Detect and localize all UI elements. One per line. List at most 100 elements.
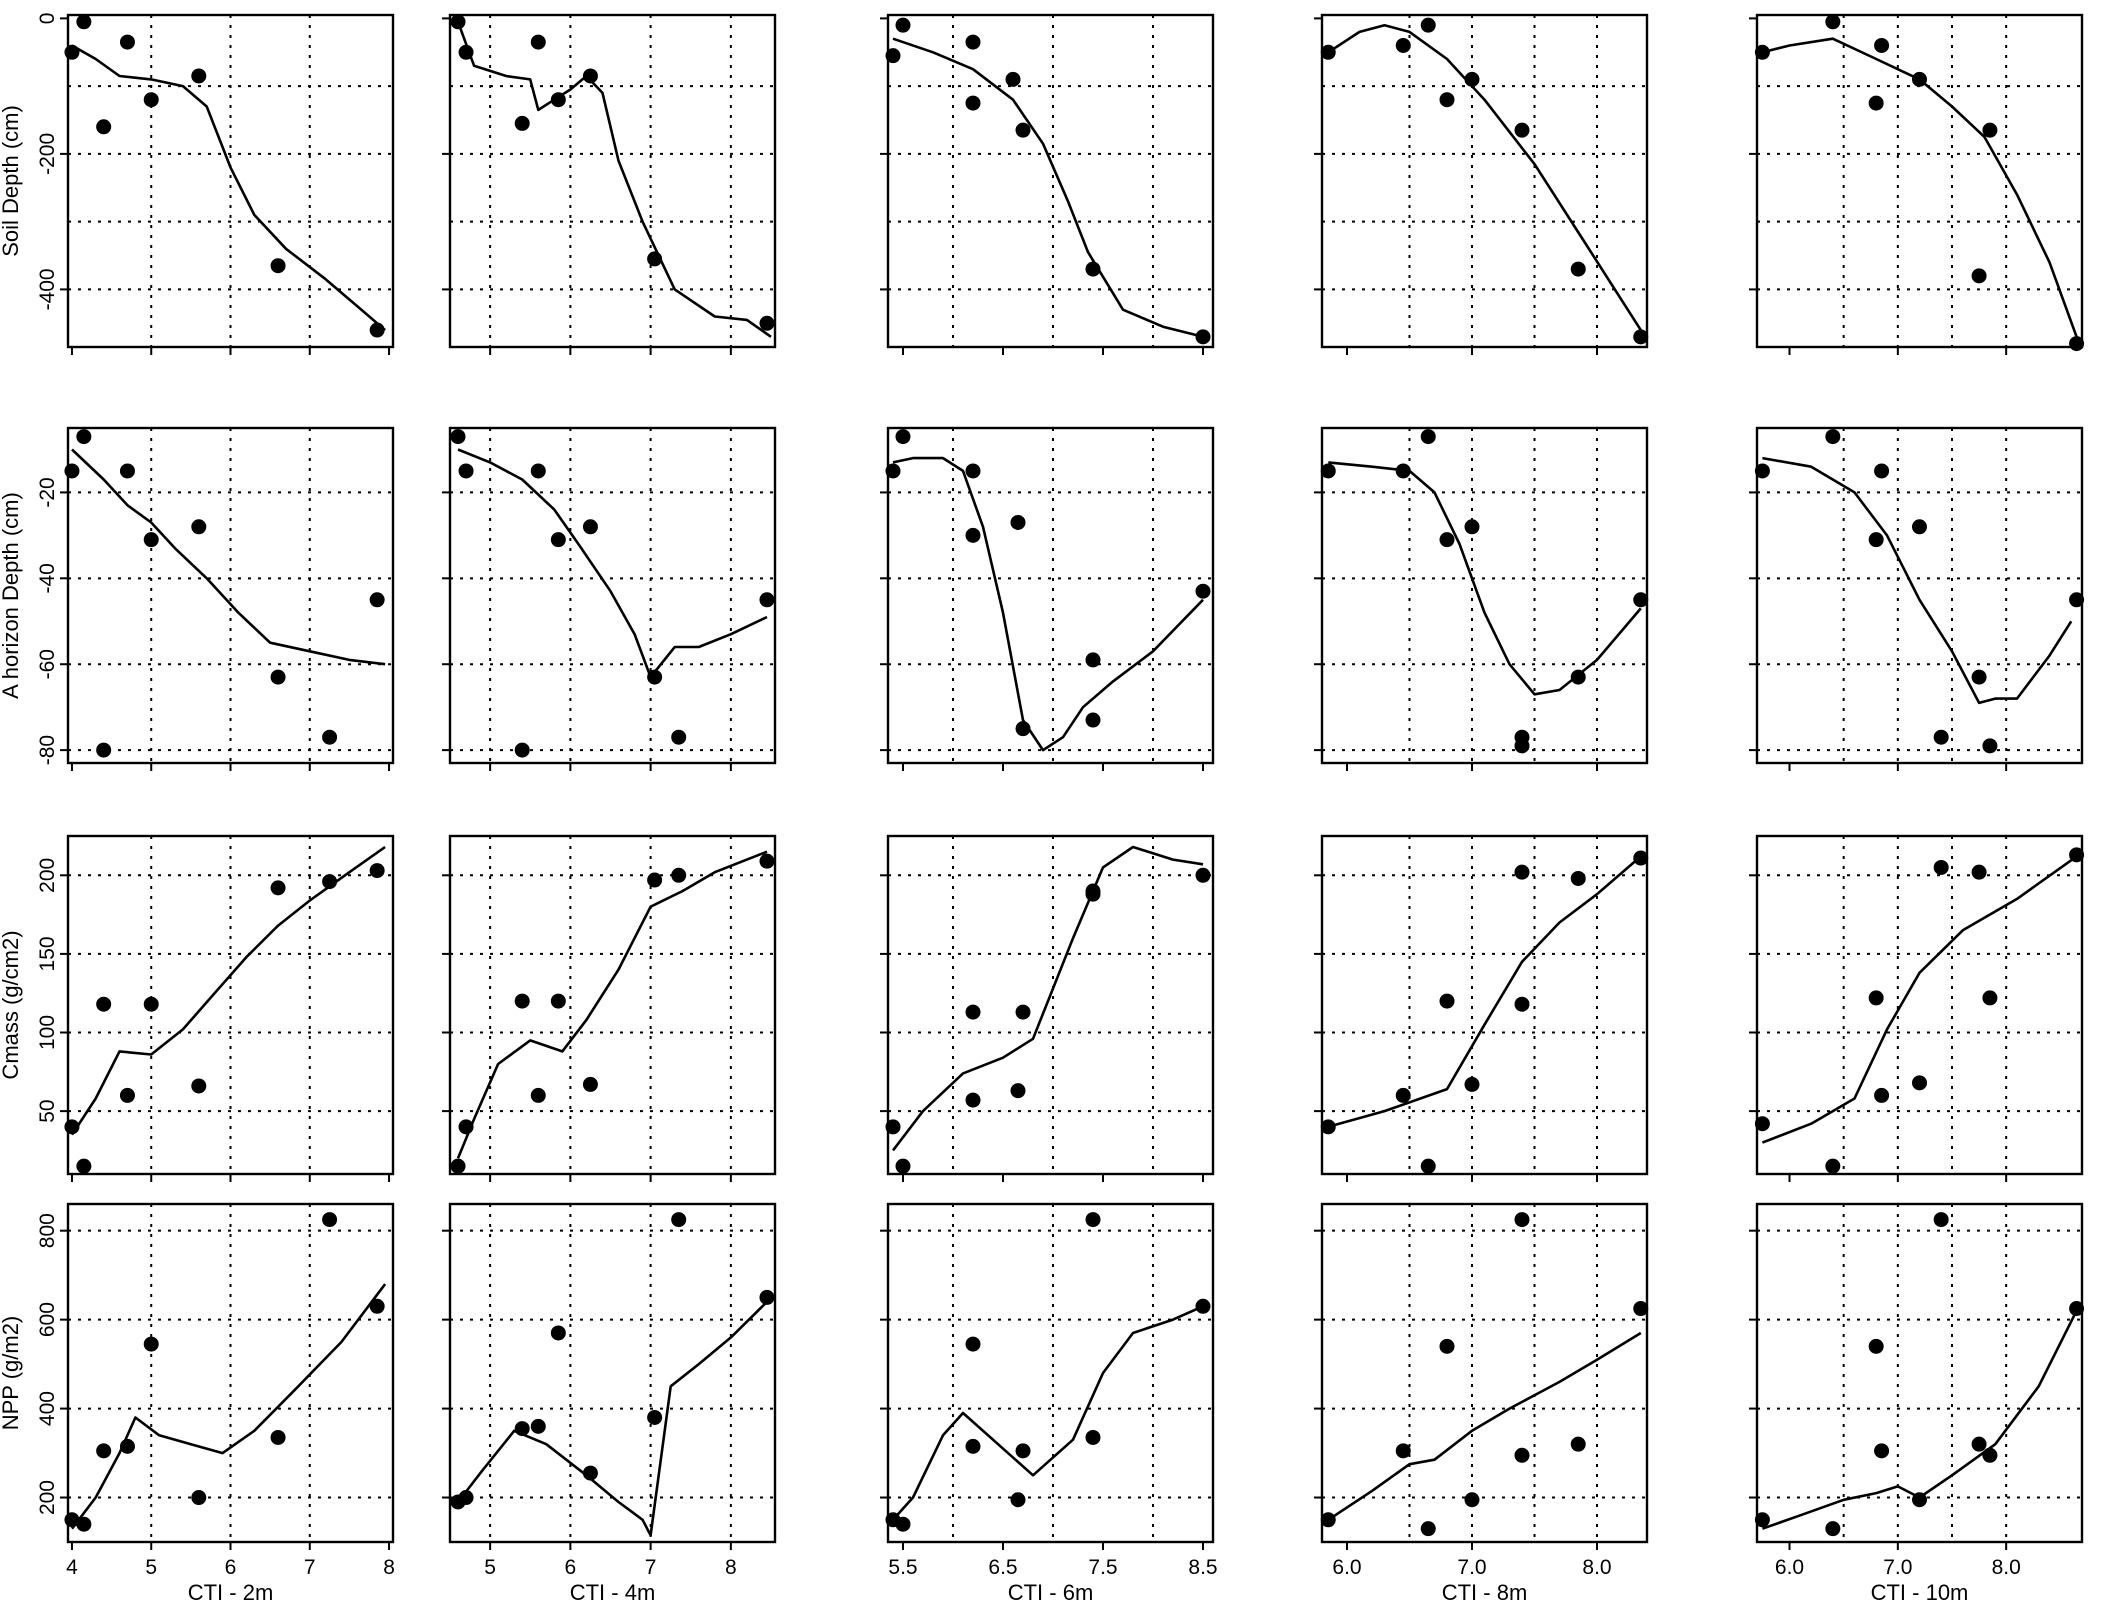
data-point (759, 1289, 775, 1305)
x-tick-label: 6 (565, 1556, 577, 1579)
loess-curve (457, 448, 768, 679)
data-point (322, 729, 338, 745)
data-point (1633, 592, 1649, 608)
data-point (1971, 669, 1987, 685)
data-point (1982, 1447, 1998, 1463)
data-point (965, 1004, 981, 1020)
data-point (895, 17, 911, 33)
data-point (514, 742, 530, 758)
data-point (1633, 329, 1649, 345)
loess-curve (1762, 456, 2073, 705)
x-tick-label: 4 (66, 1556, 78, 1579)
data-point (76, 1158, 92, 1174)
data-point (1514, 996, 1530, 1012)
data-point (1395, 37, 1411, 53)
x-axis-label: CTI - 2m (188, 1580, 274, 1605)
data-point (1933, 1212, 1949, 1228)
data-point (270, 669, 286, 685)
x-tick-label: 6.5 (988, 1556, 1017, 1579)
data-point (1420, 17, 1436, 33)
panel-r2-c4 (1314, 426, 1649, 771)
data-point (1005, 71, 1021, 87)
x-axis-label: CTI - 6m (1008, 1580, 1094, 1605)
data-point (96, 996, 112, 1012)
data-point (1015, 122, 1031, 138)
data-point (1971, 864, 1987, 880)
data-point (550, 1325, 566, 1341)
data-point (96, 1443, 112, 1459)
data-point (671, 1212, 687, 1228)
x-tick-label: 7 (645, 1556, 657, 1579)
data-point (1825, 1521, 1841, 1537)
data-point (270, 258, 286, 274)
panel-r2-c3 (880, 426, 1215, 771)
data-point (1912, 519, 1927, 535)
x-tick-label: 7.0 (1457, 1556, 1486, 1579)
data-point (76, 429, 92, 445)
data-point (369, 1298, 385, 1314)
y-axis-label: A horizon Depth (cm) (0, 492, 23, 699)
data-point (759, 853, 775, 869)
data-point (369, 863, 385, 879)
y-tick-label: 100 (36, 1015, 59, 1050)
data-point (1420, 429, 1436, 445)
y-tick-label: 200 (36, 1480, 59, 1515)
loess-curve (456, 1300, 768, 1537)
data-point (1420, 1158, 1436, 1174)
data-point (1085, 261, 1101, 277)
data-point (582, 1465, 598, 1481)
x-tick-label: 8.5 (1188, 1556, 1217, 1579)
panel-r4-c4: 6.0 7.0 8.0 CTI - 8m (1314, 1202, 1649, 1605)
data-point (1010, 514, 1026, 530)
data-point (1514, 864, 1530, 880)
data-point (1395, 463, 1411, 479)
loess-curve (892, 456, 1204, 752)
data-point (270, 880, 286, 896)
loess-curve (456, 21, 772, 338)
data-point (1754, 463, 1770, 479)
panel-r1-c4 (1314, 13, 1649, 355)
data-point (1912, 71, 1927, 87)
y-tick-label: 400 (36, 1391, 59, 1426)
data-point (759, 592, 775, 608)
data-point (1195, 1298, 1211, 1314)
data-point (458, 1490, 474, 1506)
data-point (1570, 1436, 1586, 1452)
x-tick-label: 8 (725, 1556, 737, 1579)
data-point (885, 48, 901, 64)
data-point (895, 1516, 911, 1532)
panel-frame (1755, 13, 2084, 349)
data-point (458, 44, 474, 60)
data-point (514, 115, 530, 131)
data-point (647, 1409, 663, 1425)
panel-frame (1320, 426, 1649, 765)
x-tick-label: 5.5 (888, 1556, 917, 1579)
data-point (965, 34, 981, 50)
loess-curve (456, 850, 768, 1159)
loess-curve (70, 1283, 387, 1530)
y-tick-label: -400 (36, 268, 59, 310)
data-point (1933, 859, 1949, 875)
data-point (1825, 14, 1841, 30)
data-point (143, 92, 159, 108)
data-point (1514, 1212, 1530, 1228)
data-point (119, 1438, 135, 1454)
data-point (759, 315, 775, 331)
panel-r4-c3: 5.5 6.5 7.5 8.5 CTI - 6m (880, 1202, 1218, 1605)
panels-layer: 0 -200 -400 Soil Depth (cm) -20 -40 -60 -80 A ho… (0, 13, 2085, 1605)
x-axis-label: CTI - 8m (1442, 1580, 1528, 1605)
panel-frame (886, 1202, 1215, 1544)
data-point (965, 95, 981, 111)
data-point (1754, 1512, 1770, 1528)
panel-frame (448, 426, 777, 765)
panel-frame (1320, 13, 1649, 349)
data-point (530, 34, 546, 50)
data-point (1195, 329, 1211, 345)
data-point (1912, 1492, 1927, 1508)
x-tick-label: 7 (304, 1556, 316, 1579)
data-point (965, 1438, 981, 1454)
data-point (1982, 738, 1998, 754)
y-tick-label: 0 (36, 13, 59, 25)
data-point (1085, 1212, 1101, 1228)
loess-curve (71, 448, 386, 666)
